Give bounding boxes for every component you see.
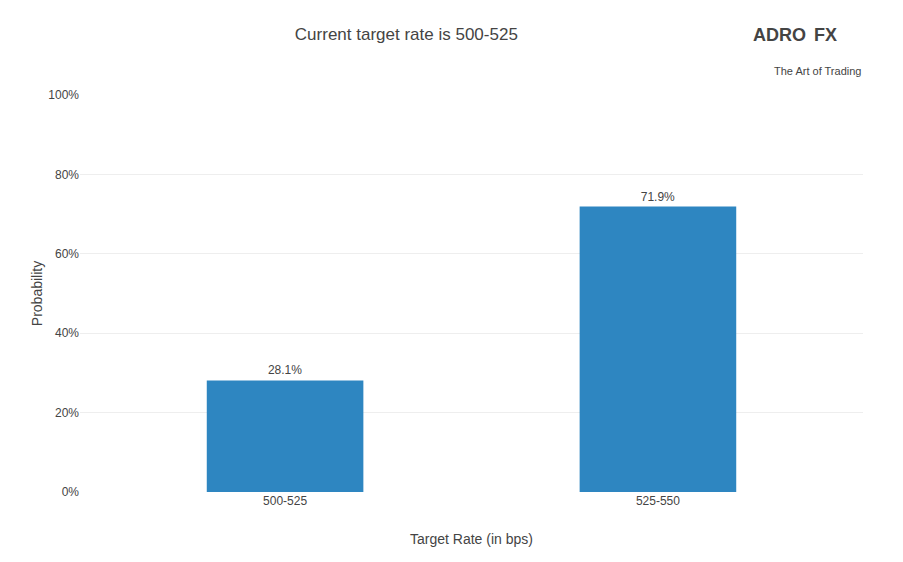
svg-text:28.1%: 28.1%: [268, 363, 302, 377]
svg-text:80%: 80%: [55, 168, 79, 182]
svg-text:525-550: 525-550: [636, 494, 680, 508]
svg-text:40%: 40%: [55, 326, 79, 340]
svg-text:Probability: Probability: [29, 261, 45, 326]
svg-text:Target Rate (in bps): Target Rate (in bps): [410, 531, 533, 547]
svg-text:FX: FX: [814, 25, 837, 45]
svg-text:500-525: 500-525: [263, 494, 307, 508]
svg-text:Current target rate is 500-525: Current target rate is 500-525: [295, 25, 518, 44]
svg-text:20%: 20%: [55, 406, 79, 420]
svg-text:0%: 0%: [62, 485, 80, 499]
svg-text:71.9%: 71.9%: [641, 190, 675, 204]
svg-text:100%: 100%: [48, 88, 79, 102]
svg-text:ADRO: ADRO: [753, 25, 806, 45]
svg-text:60%: 60%: [55, 247, 79, 261]
svg-text:The Art of Trading: The Art of Trading: [774, 65, 861, 77]
